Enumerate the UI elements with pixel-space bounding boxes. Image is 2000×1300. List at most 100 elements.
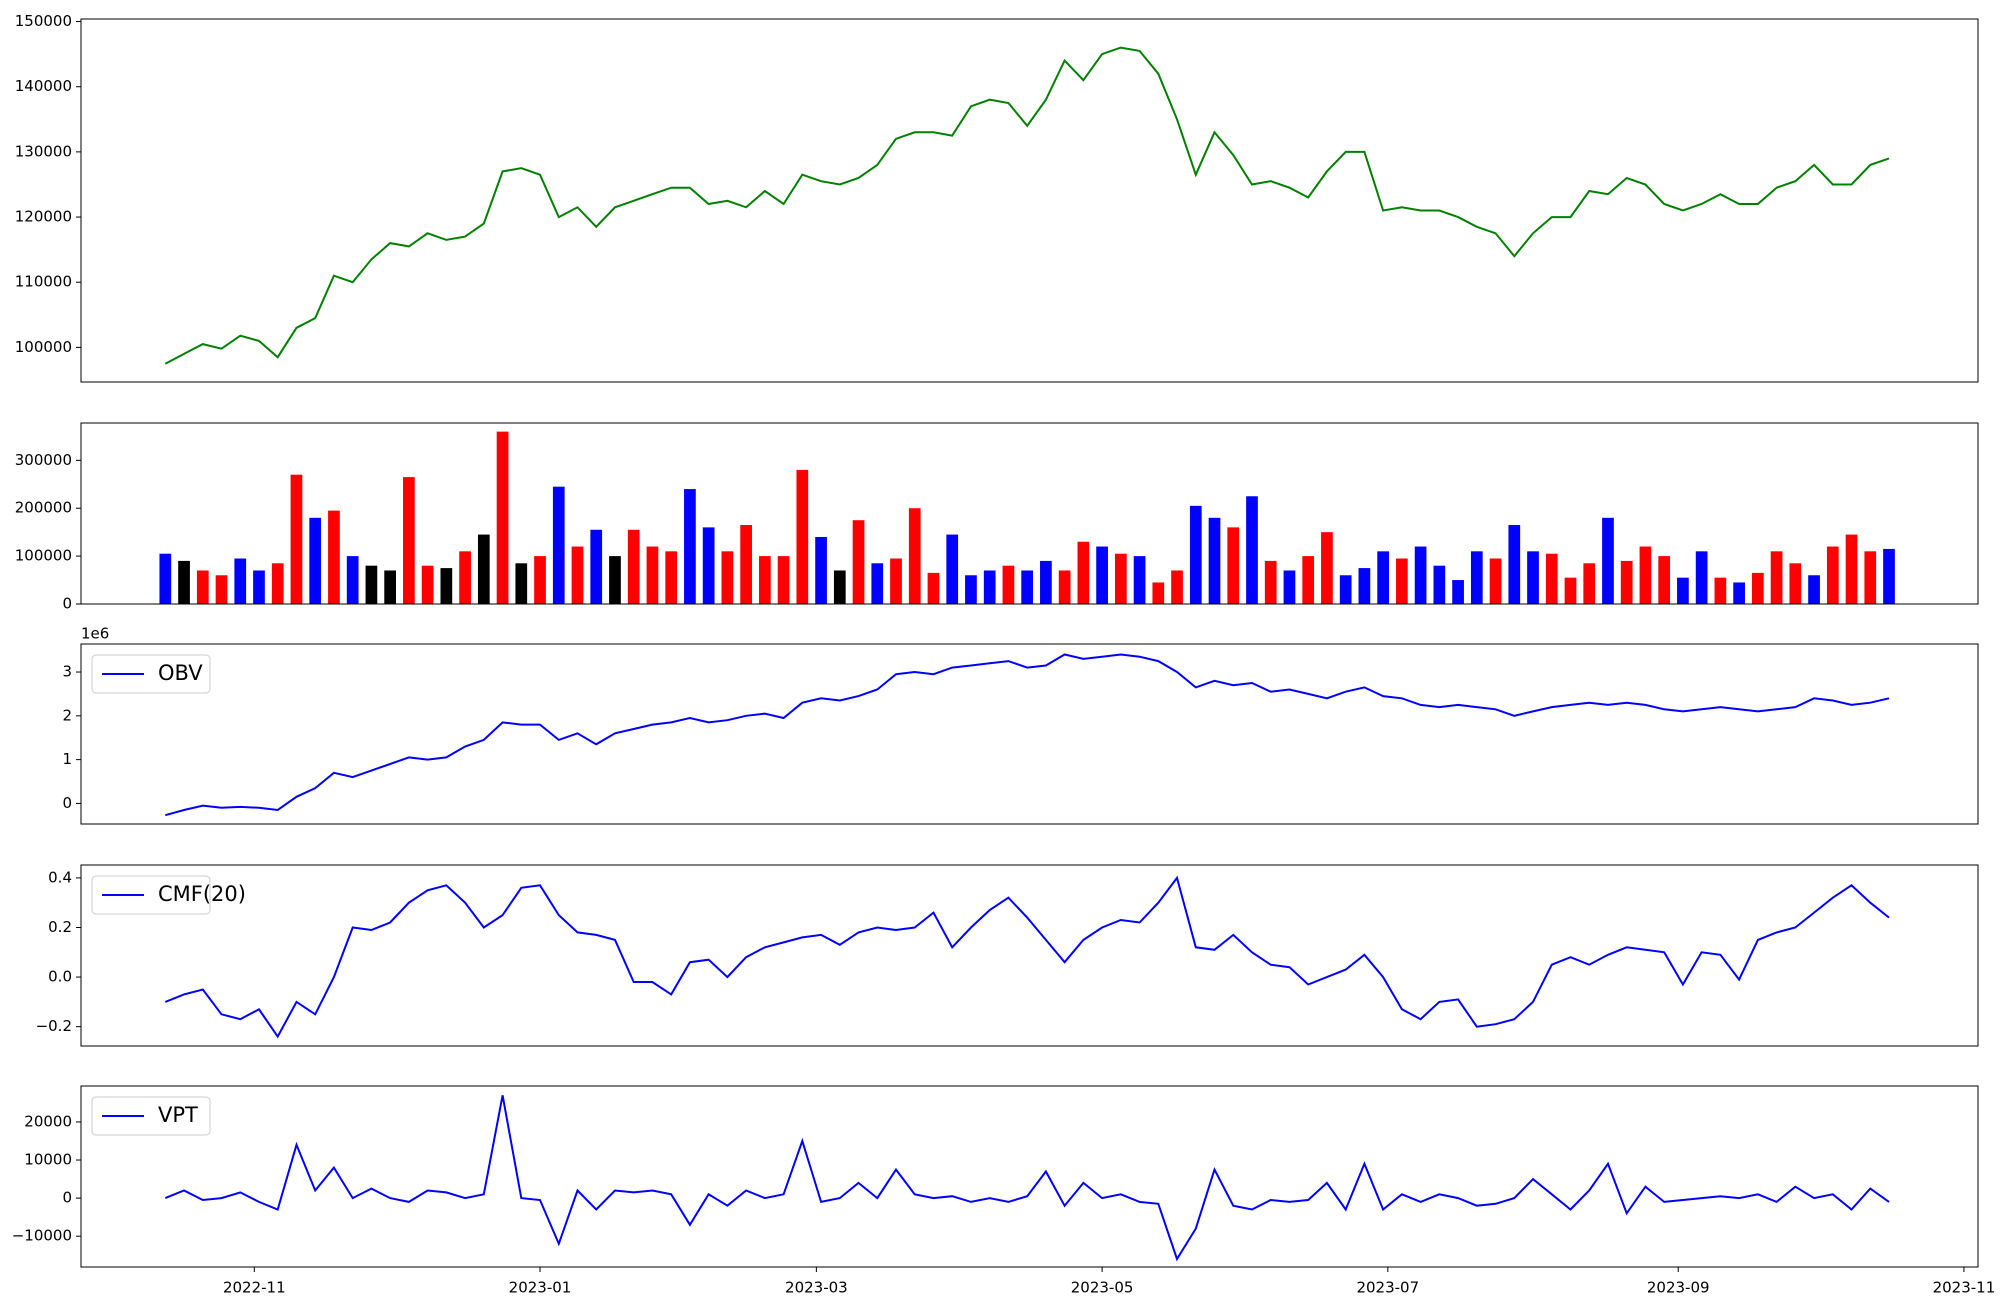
volume-bar [1396, 558, 1408, 604]
y-tick-label: 0 [62, 1189, 72, 1207]
volume-bar [365, 565, 378, 604]
x-tick-label: 2023-03 [785, 1279, 848, 1297]
volume-bar [1677, 577, 1689, 604]
volume-bar [965, 575, 977, 604]
volume-bar [777, 556, 790, 604]
volume-bar [852, 520, 865, 604]
volume-bar [1302, 556, 1315, 604]
volume-bar [1508, 524, 1521, 604]
volume-bar [759, 556, 771, 604]
volume-bar [1264, 560, 1277, 604]
volume-bar [890, 558, 902, 604]
volume-bar [1583, 563, 1596, 604]
y-tick-label: 300000 [15, 451, 72, 469]
volume-bar [609, 556, 621, 604]
volume-bar [552, 486, 565, 604]
volume-bar [1171, 570, 1183, 604]
volume-bar [271, 563, 284, 604]
x-tick-label: 2023-01 [509, 1279, 572, 1297]
volume-bar [1133, 556, 1146, 604]
series-line [165, 653, 1890, 817]
legend-box [91, 654, 211, 694]
volume-bar [815, 536, 827, 604]
volume-bar [1733, 582, 1745, 604]
series-line [164, 875, 1890, 1039]
y-tick-label: 2 [62, 706, 72, 724]
volume-bar [459, 551, 471, 604]
y-tick-label: 140000 [15, 77, 72, 95]
x-tick-label: 2023-07 [1356, 1279, 1419, 1297]
volume-bar [740, 524, 752, 604]
volume-bar [1695, 551, 1708, 604]
y-tick-label: 120000 [15, 208, 72, 226]
volume-bar [627, 529, 640, 604]
volume-bar [159, 553, 172, 604]
volume-bar [1040, 560, 1052, 604]
volume-bar [1639, 546, 1652, 604]
volume-bar [1189, 505, 1202, 604]
volume-bar [440, 568, 453, 604]
x-tick-label: 2023-05 [1071, 1279, 1134, 1297]
volume-bar [1096, 546, 1108, 604]
volume-bar [1527, 551, 1539, 604]
volume-bar [1433, 565, 1446, 604]
volume-bar [253, 570, 265, 604]
y-tick-label: 1 [62, 750, 72, 768]
volume-bar [1545, 553, 1558, 604]
volume-bar [721, 551, 734, 604]
y-tick-label: 0 [62, 794, 72, 812]
y-tick-label: −0.2 [36, 1017, 72, 1035]
volume-bar [1883, 548, 1895, 604]
x-tick-label: 2023-11 [1933, 1279, 1996, 1297]
volume-bar [646, 546, 659, 604]
y-tick-label: 20000 [24, 1112, 72, 1130]
volume-bar [1808, 575, 1820, 604]
volume-bar [1602, 517, 1614, 604]
axes-frame [80, 422, 1979, 605]
volume-bar [1620, 560, 1633, 604]
volume-bar [403, 477, 415, 604]
volume-bar [1714, 577, 1727, 604]
volume-bar [1358, 568, 1371, 604]
volume-bar [1658, 556, 1671, 604]
volume-bar [309, 517, 322, 604]
volume-bar [1770, 551, 1783, 604]
y-tick-label: 3 [62, 663, 72, 681]
volume-bar [1021, 570, 1034, 604]
volume-bar [290, 474, 303, 604]
y-tick-label: 100000 [15, 547, 72, 565]
y-tick-label: 110000 [15, 273, 72, 291]
volume-bar [178, 560, 190, 604]
volume-bar [1826, 546, 1839, 604]
y-tick-label: −10000 [12, 1227, 72, 1245]
y-tick-label: 130000 [15, 142, 72, 160]
volume-bar [590, 529, 603, 604]
volume-bar [983, 570, 996, 604]
volume-bar [1246, 496, 1258, 604]
volume-bar [1489, 558, 1502, 604]
y-tick-label: 0.2 [48, 918, 72, 936]
axes-frame [80, 643, 1979, 825]
volume-bar [871, 563, 884, 604]
volume-bar [1845, 534, 1858, 604]
volume-bar [946, 534, 959, 604]
volume-bar [534, 556, 546, 604]
y-tick-label: 10000 [24, 1151, 72, 1169]
axes-frame [80, 1085, 1979, 1268]
y-tick-label: 100000 [15, 338, 72, 356]
volume-bar [421, 565, 434, 604]
y-tick-label: 0.0 [48, 968, 72, 986]
axes-frame [80, 18, 1979, 383]
volume-bar [1789, 563, 1802, 604]
volume-bar [1470, 551, 1483, 604]
volume-bar [571, 546, 584, 604]
legend-label: OBV [158, 661, 203, 685]
volume-bar [908, 508, 921, 604]
volume-bar [515, 563, 528, 604]
volume-bar [1114, 553, 1127, 604]
x-tick-label: 2022-11 [223, 1279, 286, 1297]
volume-bar [1377, 551, 1389, 604]
series-line [164, 1095, 1890, 1262]
volume-bar [1414, 546, 1427, 604]
